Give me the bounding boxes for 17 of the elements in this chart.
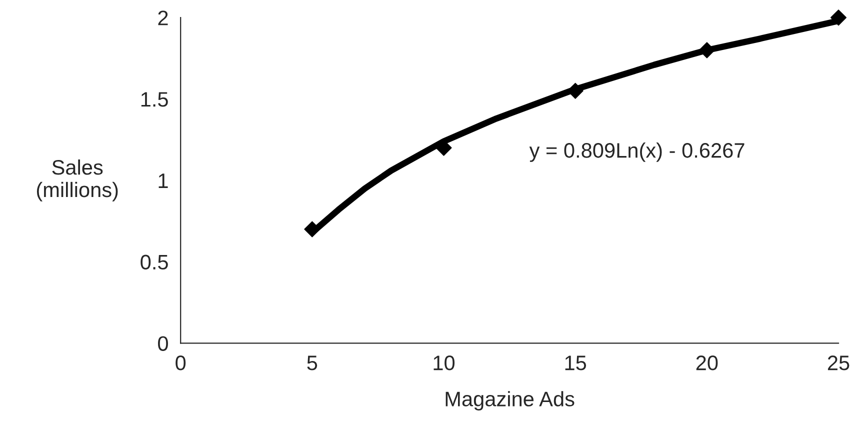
y-tick-label: 1.5 — [141, 92, 168, 107]
y-tick-label: 2 — [158, 10, 168, 26]
x-tick-label: 10 — [434, 356, 455, 370]
x-tick-label: 15 — [565, 356, 586, 370]
point — [698, 42, 715, 58]
x-tick-label: 0 — [176, 356, 186, 370]
y-tick-label: 0.5 — [140, 254, 168, 270]
y-tick-label: 1 — [158, 174, 168, 188]
x-axis-title: Magazine Ads — [446, 391, 574, 411]
x-tick-label: 25 — [828, 356, 850, 370]
x-tick-label: 5 — [307, 356, 318, 370]
y-tick-label: 0 — [158, 336, 168, 351]
x-tick-label: 20 — [696, 356, 718, 370]
y-axis-title: Sales (millions) — [36, 159, 118, 202]
point — [830, 10, 847, 26]
point — [304, 221, 320, 238]
annotation: y = 0.809Ln(x) - 0.6267 — [529, 142, 744, 162]
